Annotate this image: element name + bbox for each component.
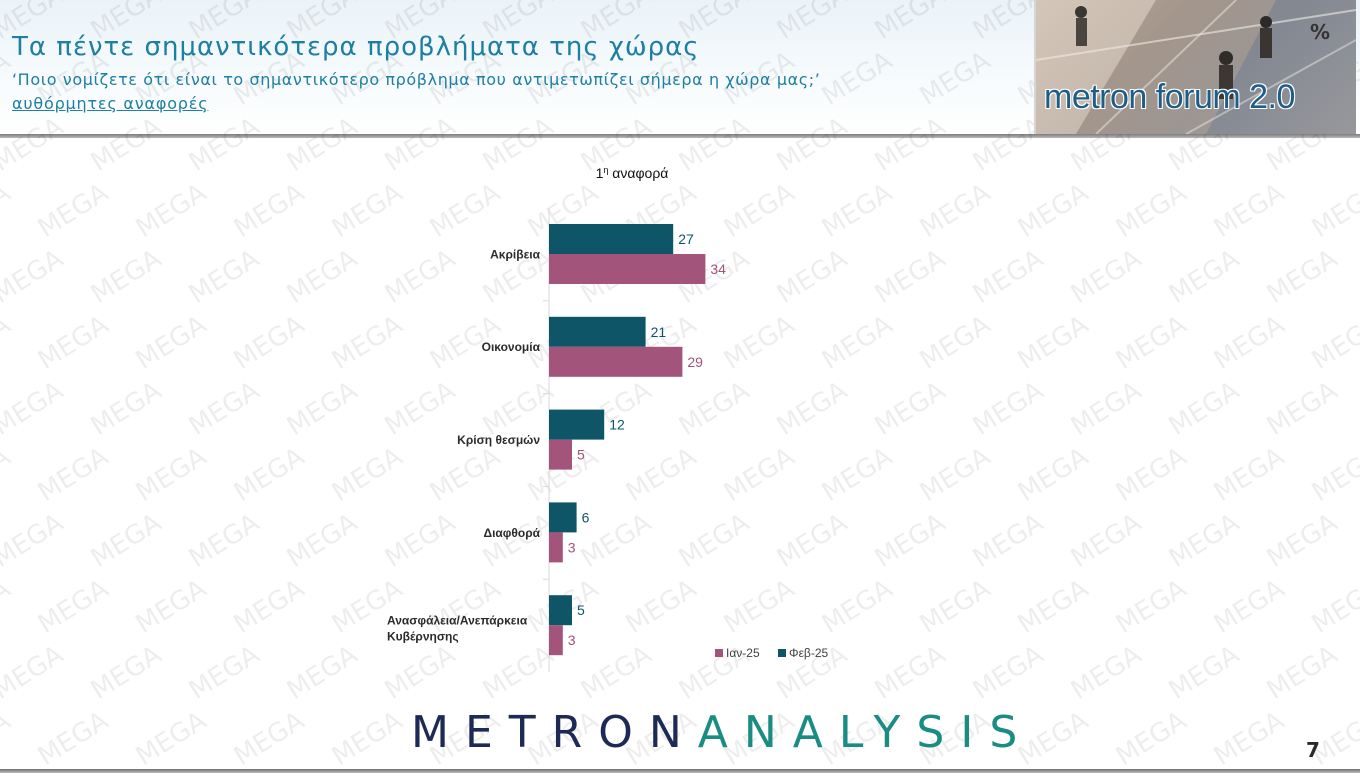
brand-metron: METRON xyxy=(411,707,698,758)
chart-title: 1η αναφορά xyxy=(596,165,669,181)
bar-jan25 xyxy=(549,254,706,284)
legend-swatch xyxy=(778,649,786,657)
survey-question: ‘Ποιο νομίζετε ότι είναι το σημαντικότερ… xyxy=(12,70,821,89)
bar-value-label: 12 xyxy=(609,417,625,433)
logo-photo-image xyxy=(1036,0,1356,134)
chart-title-superscript: η xyxy=(603,165,608,175)
brand-analysis: ANALYSIS xyxy=(697,707,1034,758)
page-title: Τα πέντε σημαντικότερα προβλήματα της χώ… xyxy=(12,32,700,62)
bar-value-label: 5 xyxy=(577,447,585,463)
bar-feb25 xyxy=(549,595,572,626)
bar-value-label: 29 xyxy=(687,354,703,370)
category-label: Κρίση θεσμών xyxy=(457,433,540,447)
metron-analysis-logo: METRONANALYSIS xyxy=(411,707,1033,758)
legend-label: Φεβ-25 xyxy=(789,646,828,660)
footer-divider xyxy=(0,769,1360,773)
bar-jan25 xyxy=(549,625,563,656)
category-label: Οικονομία xyxy=(482,340,541,354)
bar-value-label: 3 xyxy=(568,632,576,648)
legend-swatch xyxy=(715,649,723,657)
header-divider xyxy=(0,134,1360,138)
percent-unit-label: % xyxy=(1310,20,1331,44)
bar-jan25 xyxy=(549,439,572,470)
bar-jan25 xyxy=(549,346,683,377)
bar-jan25 xyxy=(549,532,563,563)
bar-value-label: 27 xyxy=(678,231,694,247)
bar-value-label: 21 xyxy=(651,324,667,340)
chart-title-number: 1 xyxy=(596,165,604,181)
legend-label: Ιαν-25 xyxy=(726,646,760,660)
chart-plot-area: Ακρίβεια 27 34 Οικονομία 21 29 Κρίση θεσμών 12 5… xyxy=(387,208,726,672)
bar-feb25 xyxy=(549,502,577,533)
bar-value-label: 5 xyxy=(577,602,585,618)
page-number: 7 xyxy=(1306,738,1320,762)
bar-value-label: 6 xyxy=(582,509,590,525)
chart-title-rest: αναφορά xyxy=(608,165,668,181)
metron-forum-wordmark: metron forum 2.0 xyxy=(1044,78,1295,116)
bar-value-label: 3 xyxy=(568,539,576,555)
category-label: Ακρίβεια xyxy=(490,247,540,261)
chart-legend: Ιαν-25 Φεβ-25 xyxy=(715,646,828,660)
response-type-note: αυθόρμητες αναφορές xyxy=(12,94,209,113)
metron-forum-logo xyxy=(1034,0,1356,134)
bar-feb25 xyxy=(549,224,674,254)
category-label: Διαφθορά xyxy=(483,526,540,540)
category-label: Ανασφάλεια/Ανεπάρκεια Κυβέρνησης xyxy=(387,614,528,644)
bar-feb25 xyxy=(549,409,605,440)
bar-feb25 xyxy=(549,316,646,347)
bar-value-label: 34 xyxy=(710,261,726,277)
